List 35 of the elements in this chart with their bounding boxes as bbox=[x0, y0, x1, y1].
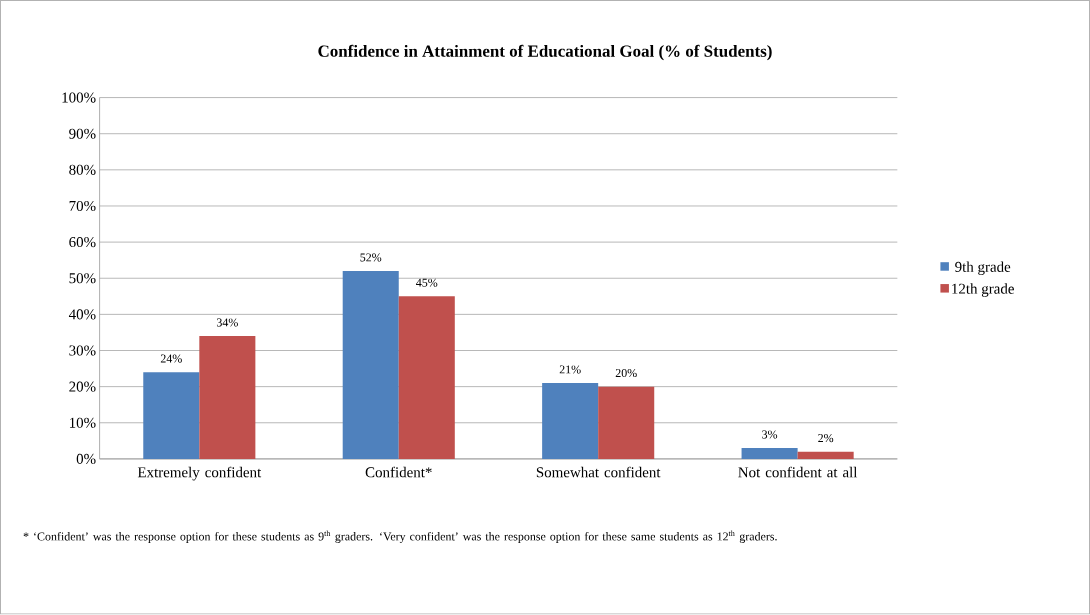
data-label: 45% bbox=[416, 278, 438, 287]
data-label: 52% bbox=[360, 253, 382, 262]
x-tick-label: Confident* bbox=[365, 466, 432, 478]
y-tick-label: 80% bbox=[69, 164, 96, 176]
y-tick-label: 30% bbox=[69, 345, 96, 356]
data-label: 21% bbox=[559, 365, 581, 374]
bar bbox=[542, 383, 599, 460]
y-tick-label: 50% bbox=[69, 273, 96, 284]
bar bbox=[143, 372, 200, 460]
y-tick-label: 100% bbox=[62, 92, 96, 103]
bar bbox=[741, 448, 798, 460]
x-tick-label: Extremely confident bbox=[137, 466, 262, 481]
y-tick-label: 70% bbox=[69, 201, 96, 212]
data-label: 3% bbox=[762, 430, 778, 439]
y-tick-label: 90% bbox=[69, 128, 96, 139]
bar bbox=[342, 271, 399, 460]
y-tick-label: 40% bbox=[68, 309, 96, 320]
text: * ‘Confident’ was the response option for these students as 9$^{th}$ graders. ‘Very confident’ was the response option for these same students as 12$^{th}$ graders. bbox=[23, 530, 777, 544]
y-tick-label: 60% bbox=[69, 237, 96, 248]
legend-label: 9th grade bbox=[955, 261, 1011, 276]
y-tick-label: 20% bbox=[69, 381, 96, 392]
data-label: 2% bbox=[818, 434, 834, 443]
data-label: 24% bbox=[160, 354, 182, 363]
y-tick-label: 10% bbox=[69, 417, 96, 429]
data-label: 20% bbox=[615, 369, 637, 378]
bar bbox=[797, 451, 854, 460]
y-tick-label: 0% bbox=[76, 454, 96, 465]
x-tick-label: Somewhat confident bbox=[536, 466, 661, 478]
bar bbox=[199, 336, 256, 460]
chart-title: Confidence in Attainment of Educational Goal (% of Students) bbox=[318, 44, 772, 61]
x-tick-label: Not confident at all bbox=[738, 466, 858, 478]
legend-label: 12th grade bbox=[952, 283, 1014, 298]
data-label: 34% bbox=[216, 318, 238, 327]
bar bbox=[398, 296, 455, 460]
bar bbox=[598, 386, 655, 460]
